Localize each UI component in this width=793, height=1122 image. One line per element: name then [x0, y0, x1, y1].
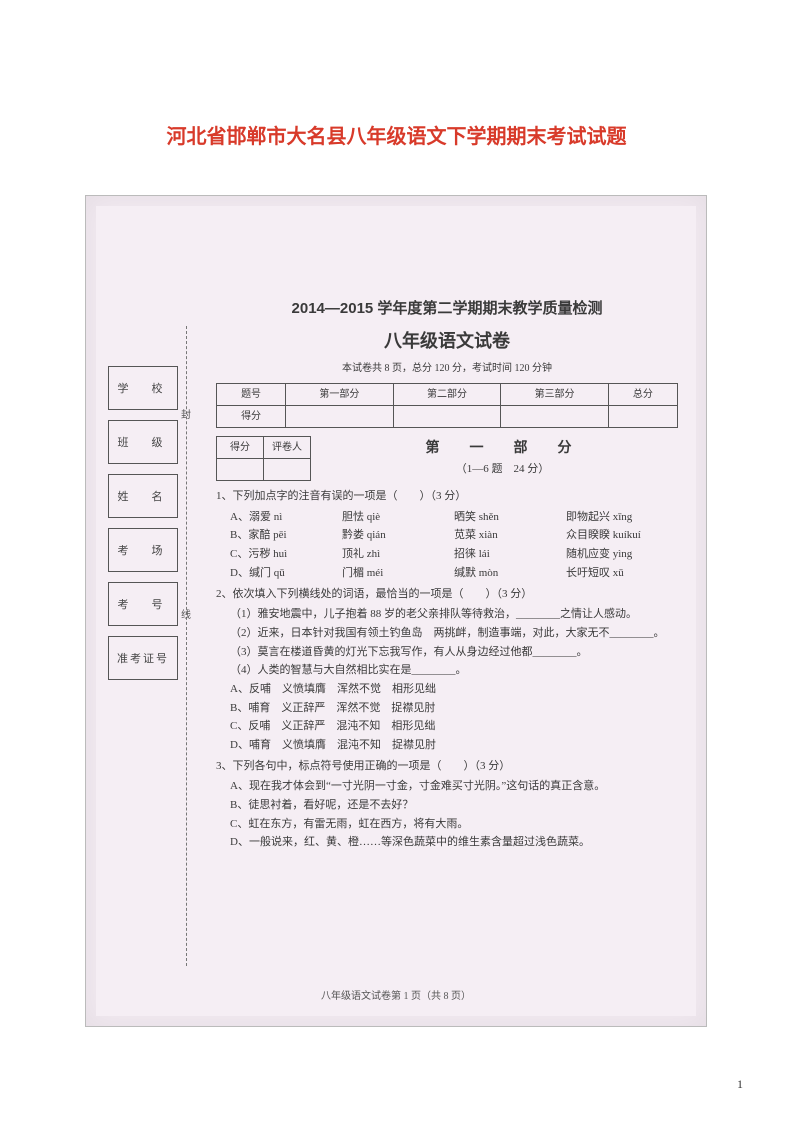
q1B2: 苋菜 xiàn	[454, 526, 566, 545]
mini-h0: 得分	[217, 437, 264, 459]
q1C3: 随机应变 yìng	[566, 545, 678, 564]
q1A0: A、溺爱 nì	[230, 508, 342, 527]
q1B3: 众目睽睽 kuíkuí	[566, 526, 678, 545]
q1B1: 黔娄 qián	[342, 526, 454, 545]
info-class: 班 级	[108, 420, 178, 464]
q2-line2: （2）近来，日本针对我国有领土钓鱼岛 两挑衅，制造事端，对此，大家无不_____…	[216, 624, 678, 643]
info-school: 学 校	[108, 366, 178, 410]
section-1-title: 第 一 部 分	[327, 436, 678, 460]
q1C2: 招徕 lái	[454, 545, 566, 564]
score-h4: 总分	[608, 384, 677, 406]
q1-stem: 1、下列加点字的注音有误的一项是（ ）（3 分）	[216, 487, 678, 506]
info-admission: 准考证号	[108, 636, 178, 680]
q1-optA: A、溺爱 nì 胆怯 qiè 晒笑 shěn 即物起兴 xīng	[216, 508, 678, 527]
seal-line	[186, 326, 187, 966]
q1B0: B、家醅 pēi	[230, 526, 342, 545]
score-h3: 第三部分	[501, 384, 609, 406]
score-h2: 第二部分	[393, 384, 501, 406]
q1C0: C、污秽 huì	[230, 545, 342, 564]
section-1-sub: （1—6 题 24 分）	[327, 460, 678, 479]
grader-table: 得分 评卷人	[216, 436, 311, 481]
exam-heading-2: 八年级语文试卷	[216, 326, 678, 357]
seal-label-bot: 线	[180, 606, 192, 621]
q2-stem: 2、依次填入下列横线处的词语，最恰当的一项是（ ）（3 分）	[216, 585, 678, 604]
mini-c1	[264, 459, 311, 481]
student-info-column: 学 校 班 级 姓 名 考 场 考 号 准考证号	[108, 366, 178, 690]
q2-optA: A、反哺 义愤填膺 浑然不觉 相形见绌	[216, 680, 678, 699]
q1D3: 长吁短叹 xū	[566, 564, 678, 583]
score-c4	[608, 406, 677, 428]
info-room: 考 场	[108, 528, 178, 572]
exam-subheading: 本试卷共 8 页，总分 120 分，考试时间 120 分钟	[216, 360, 678, 377]
q3-optB: B、徒思衬着，看好呢，还是不去好？	[216, 796, 678, 815]
q3-optA: A、现在我才体会到“一寸光阴一寸金，寸金难买寸光阴。”这句话的真正含意。	[216, 777, 678, 796]
q1D0: D、缄门 qū	[230, 564, 342, 583]
q2-line4: （4）人类的智慧与大自然相比实在是________。	[216, 661, 678, 680]
q3-optD: D、一般说来，红、黄、橙……等深色蔬菜中的维生素含量超过浅色蔬菜。	[216, 833, 678, 852]
info-seat: 考 号	[108, 582, 178, 626]
score-c3	[501, 406, 609, 428]
q1-optB: B、家醅 pēi 黔娄 qián 苋菜 xiàn 众目睽睽 kuíkuí	[216, 526, 678, 545]
score-row-label: 得分	[217, 406, 286, 428]
score-table: 题号 第一部分 第二部分 第三部分 总分 得分	[216, 383, 678, 428]
exam-page-footer: 八年级语文试卷第 1 页（共 8 页）	[96, 987, 696, 1002]
q2-optB: B、哺育 义正辞严 浑然不觉 捉襟见肘	[216, 699, 678, 718]
q2-optD: D、哺育 义愤填膺 混沌不知 捉襟见肘	[216, 736, 678, 755]
page-number: 1	[737, 1077, 743, 1092]
q1D2: 缄默 mòn	[454, 564, 566, 583]
info-name: 姓 名	[108, 474, 178, 518]
q1A3: 即物起兴 xīng	[566, 508, 678, 527]
q2-optC: C、反哺 义正辞严 混沌不知 相形见绌	[216, 717, 678, 736]
scanned-page: 学 校 班 级 姓 名 考 场 考 号 准考证号 封 线 2014—2015 学…	[85, 195, 707, 1027]
q1C1: 顶礼 zhì	[342, 545, 454, 564]
scan-inner: 学 校 班 级 姓 名 考 场 考 号 准考证号 封 线 2014—2015 学…	[96, 206, 696, 1016]
q2-line3: （3）莫言在楼道昏黄的灯光下忘我写作，有人从身边经过他都________。	[216, 643, 678, 662]
score-h1: 第一部分	[286, 384, 394, 406]
score-c2	[393, 406, 501, 428]
q3-stem: 3、下列各句中，标点符号使用正确的一项是（ ）（3 分）	[216, 757, 678, 776]
mini-h1: 评卷人	[264, 437, 311, 459]
document-title: 河北省邯郸市大名县八年级语文下学期期末考试试题	[0, 120, 793, 149]
score-c1	[286, 406, 394, 428]
seal-label-top: 封	[180, 406, 192, 421]
mini-c0	[217, 459, 264, 481]
q1A1: 胆怯 qiè	[342, 508, 454, 527]
exam-heading-1: 2014—2015 学年度第二学期期末教学质量检测	[216, 296, 678, 322]
q1-optC: C、污秽 huì 顶礼 zhì 招徕 lái 随机应变 yìng	[216, 545, 678, 564]
q1A2: 晒笑 shěn	[454, 508, 566, 527]
exam-content: 2014—2015 学年度第二学期期末教学质量检测 八年级语文试卷 本试卷共 8…	[216, 296, 678, 852]
q1D1: 门楣 méi	[342, 564, 454, 583]
score-h0: 题号	[217, 384, 286, 406]
q1-optD: D、缄门 qū 门楣 méi 缄默 mòn 长吁短叹 xū	[216, 564, 678, 583]
q2-line1: （1）雅安地震中，儿子抱着 88 岁的老父亲排队等待救治，________之情让…	[216, 605, 678, 624]
q3-optC: C、虹在东方，有雷无雨，虹在西方，将有大雨。	[216, 815, 678, 834]
